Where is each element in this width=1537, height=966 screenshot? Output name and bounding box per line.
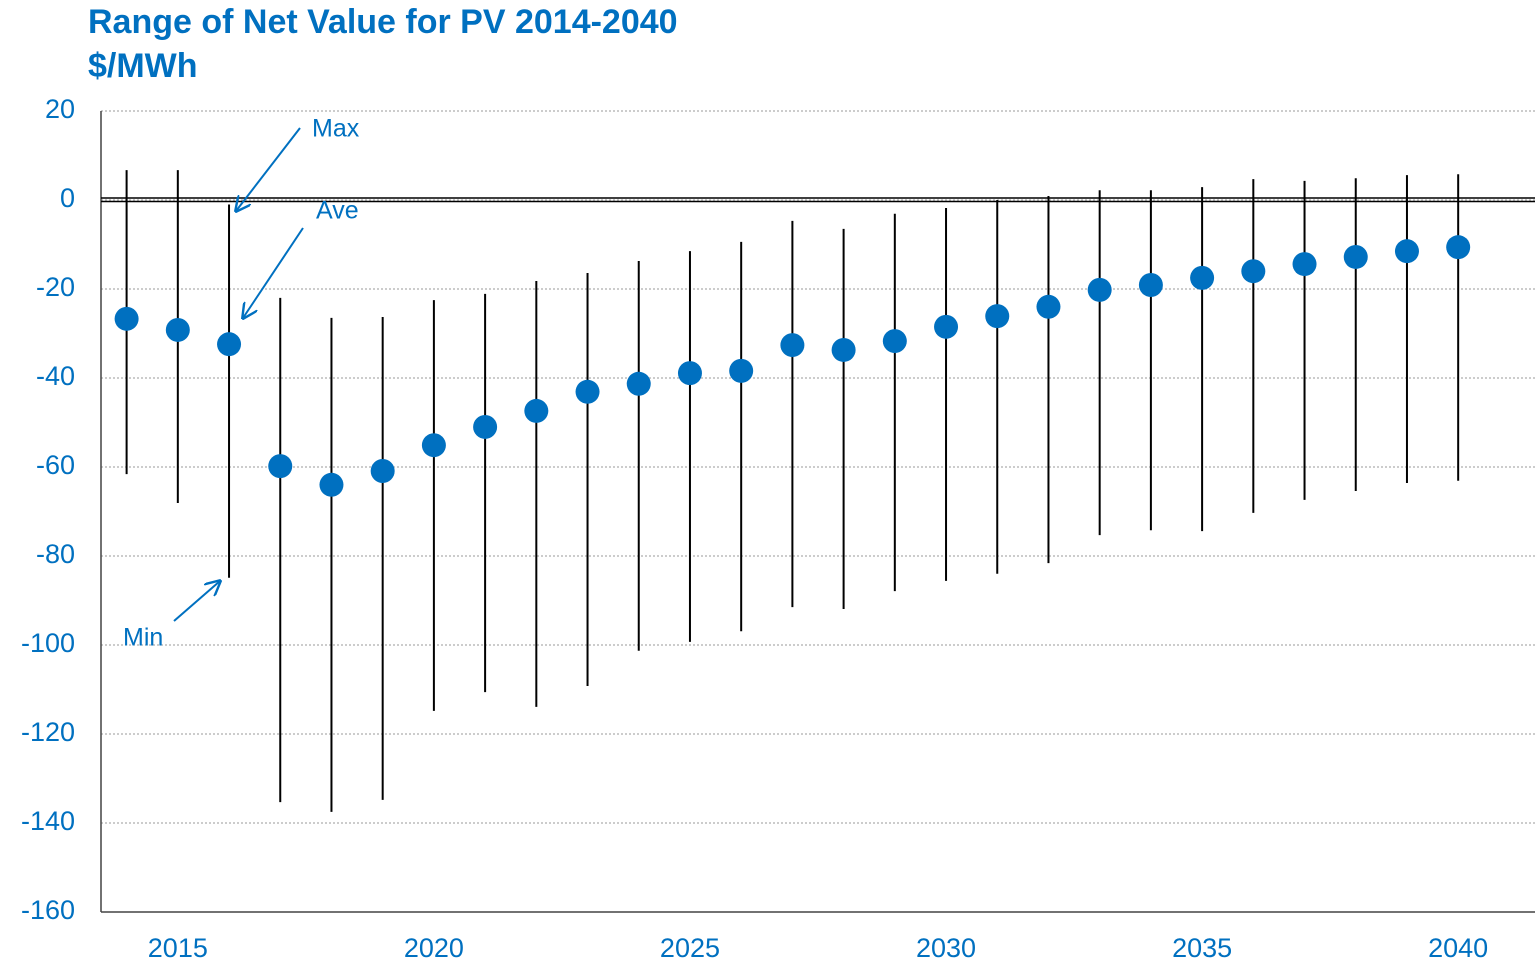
y-tick-label: -40 <box>36 361 75 391</box>
x-tick-label: 2030 <box>916 933 976 963</box>
y-tick-label: -80 <box>36 539 75 569</box>
average-dot <box>934 314 959 339</box>
average-dot <box>1138 272 1163 297</box>
annotations: Max Ave Min <box>123 115 360 652</box>
average-dot <box>165 317 190 342</box>
y-tick-label: -60 <box>36 450 75 480</box>
x-tick-label: 2015 <box>148 933 208 963</box>
average-dot <box>319 472 344 497</box>
average-dot <box>370 459 395 484</box>
average-dot <box>575 379 600 404</box>
average-dot <box>780 333 805 358</box>
average-dot <box>729 358 754 383</box>
annotation: Ave <box>316 197 359 225</box>
average-dot <box>1343 244 1368 269</box>
annotation: Max <box>312 115 360 143</box>
average-dot <box>1241 259 1266 284</box>
arrow <box>173 581 220 622</box>
x-tick-label: 2020 <box>404 933 464 963</box>
average-dot <box>268 454 293 479</box>
y-tick-label: -100 <box>21 628 75 658</box>
y-tick-label: -140 <box>21 806 75 836</box>
x-tick-label: 2035 <box>1172 933 1232 963</box>
y-tick-label: -120 <box>21 717 75 747</box>
average-dot <box>1190 265 1215 290</box>
average-dot <box>1036 294 1061 319</box>
average-dot <box>114 306 139 331</box>
arrow <box>243 227 304 318</box>
average-dot <box>882 329 907 354</box>
average-dot <box>421 433 446 458</box>
average-dot <box>524 398 549 423</box>
x-tick-label: 2025 <box>660 933 720 963</box>
average-dot <box>985 304 1010 329</box>
average-dot <box>1292 252 1317 277</box>
chart-subtitle: $/MWh <box>88 47 198 85</box>
average-dot <box>1446 235 1471 260</box>
average-dot <box>217 332 242 357</box>
chart-title: Range of Net Value for PV 2014-2040 <box>88 3 678 41</box>
y-tick-label: 0 <box>60 183 75 213</box>
average-dot <box>626 371 651 396</box>
y-tick-label: -20 <box>36 272 75 302</box>
arrow <box>236 127 301 211</box>
annotation: Min <box>123 624 163 652</box>
average-dot <box>1087 277 1112 302</box>
average-dot <box>1394 239 1419 264</box>
average-dot <box>677 361 702 386</box>
y-tick-label: -160 <box>21 895 75 925</box>
y-tick-label: 20 <box>45 94 75 124</box>
average-dot <box>831 337 856 362</box>
average-dot <box>473 414 498 439</box>
x-tick-label: 2040 <box>1428 933 1488 963</box>
